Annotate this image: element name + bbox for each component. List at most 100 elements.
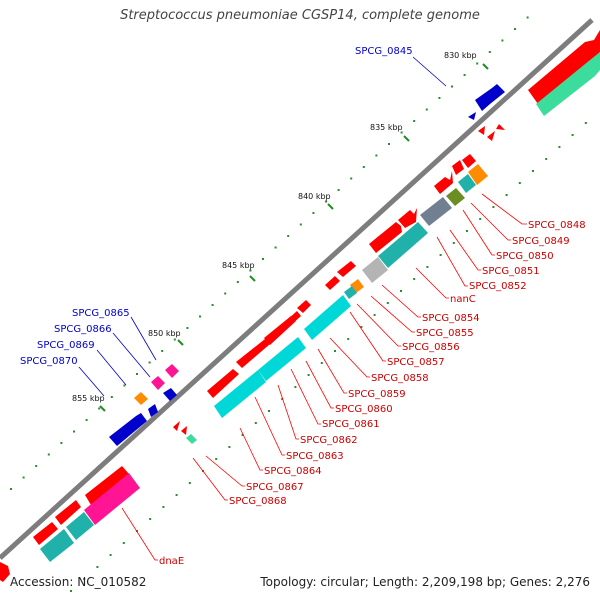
tick-dot <box>571 134 574 136</box>
tick-dot <box>254 422 257 424</box>
gene-small <box>181 426 187 435</box>
tick-dot <box>186 327 189 329</box>
gene-label-SPCG_0848: SPCG_0848 <box>528 220 586 231</box>
tick-dot <box>320 362 323 364</box>
tick-dot <box>388 143 390 145</box>
gene-label-SPCG_0863: SPCG_0863 <box>286 451 344 462</box>
tick-dot <box>518 182 521 184</box>
tick-dot <box>488 51 491 53</box>
kbp-tick-label: 845 kbp <box>222 261 255 270</box>
tick-dot <box>110 396 113 398</box>
blue-gene-labels: SPCG_0845 SPCG_0865 SPCG_0866 SPCG_0869 … <box>20 46 413 367</box>
cds-features <box>40 52 600 562</box>
accession-text: Accession: NC_010582 <box>10 575 147 589</box>
tick-dot <box>173 338 176 341</box>
tick-dot <box>10 488 12 490</box>
tick-dot <box>375 154 378 157</box>
tick-dot <box>584 122 587 124</box>
tick-dot <box>188 482 191 484</box>
tick-dot <box>60 442 63 444</box>
tick-dot <box>360 326 363 328</box>
gene-label-SPCG_0850: SPCG_0850 <box>496 251 554 262</box>
outer-tick-ring <box>10 16 529 490</box>
tick-dot <box>22 476 25 479</box>
tick-dot <box>362 166 365 168</box>
tick-dot <box>262 258 264 260</box>
tick-dot <box>426 266 429 268</box>
gene-label-SPCG_0851: SPCG_0851 <box>482 266 540 277</box>
gene-label-SPCG_0861: SPCG_0861 <box>322 419 380 430</box>
tick-dot <box>413 120 416 122</box>
tick-dot <box>215 458 218 460</box>
gene-SPCG_0870 <box>148 404 158 417</box>
gene-small <box>468 112 476 120</box>
kbp-scale: 830 kbp 835 kbp 840 kbp 845 kbp 850 kbp … <box>72 51 489 412</box>
tick-dot <box>386 302 389 304</box>
tick-dot <box>123 384 126 387</box>
gene-label-SPCG_0857: SPCG_0857 <box>387 357 445 368</box>
tick-dot <box>83 578 86 580</box>
tick-dot <box>400 131 403 134</box>
tick-dot <box>70 590 72 592</box>
gene-label-SPCG_0862: SPCG_0862 <box>300 435 358 446</box>
gene-label-SPCG_0864: SPCG_0864 <box>264 466 322 477</box>
tick-dot <box>149 518 152 520</box>
kbp-tick-label: 855 kbp <box>72 394 105 403</box>
gene-label-SPCG_0865: SPCG_0865 <box>72 308 130 319</box>
tick-dot <box>492 206 495 208</box>
tick-dot <box>175 494 178 496</box>
gene-SPCG_0870 <box>109 413 147 446</box>
tick-dot <box>35 465 38 467</box>
tick-dot <box>501 39 504 42</box>
tick-dot <box>98 407 101 410</box>
tick-dot <box>136 373 138 375</box>
tick-dot <box>299 223 302 226</box>
gene-small <box>487 131 495 141</box>
gene-label-SPCG_0845: SPCG_0845 <box>355 46 413 57</box>
gene-label-SPCG_0856: SPCG_0856 <box>402 342 460 353</box>
tick-dot <box>463 74 466 76</box>
gene-SPCG_0865 <box>165 364 179 378</box>
tick-dot <box>439 254 442 256</box>
tick-dot <box>438 97 441 99</box>
tick-dot <box>526 16 529 19</box>
gene-label-SPCG_0859: SPCG_0859 <box>348 389 406 400</box>
tick-dot <box>47 453 50 456</box>
kbp-tick-label: 840 kbp <box>298 192 331 201</box>
tick-dot <box>224 292 227 295</box>
backbone-line <box>0 18 594 560</box>
tick-dot <box>241 434 244 436</box>
tick-dot <box>294 386 297 388</box>
tick-dot <box>558 146 561 148</box>
gene-label-SPCG_0855: SPCG_0855 <box>416 328 474 339</box>
tick-dot <box>148 361 151 364</box>
tick-dot <box>268 410 270 412</box>
tick-dot <box>325 200 327 203</box>
tick-dot <box>312 212 315 214</box>
tick-dot <box>287 235 290 237</box>
gene-label-SPCG_0854: SPCG_0854 <box>422 313 480 324</box>
tick-dot <box>161 350 164 352</box>
gene-small <box>186 434 197 444</box>
gene-label-SPCG_0867: SPCG_0867 <box>246 482 304 493</box>
red-leader-lines <box>121 193 527 561</box>
tick-dot <box>334 350 336 352</box>
gene-label-nanC: nanC <box>450 294 476 305</box>
tick-dot <box>73 430 75 433</box>
tick-dot <box>249 269 252 272</box>
tick-dot <box>466 230 468 232</box>
tick-dot <box>109 554 112 556</box>
summary-text: Topology: circular; Length: 2,209,198 bp… <box>260 575 590 589</box>
gene-label-SPCG_0858: SPCG_0858 <box>371 373 429 384</box>
kbp-tick-label: 835 kbp <box>370 123 403 132</box>
gene-SPCG_0866 <box>151 376 165 390</box>
gene-SPCG_0866 <box>163 388 177 401</box>
tick-dot <box>505 194 508 196</box>
tick-dot <box>532 170 534 172</box>
tick-dot <box>400 290 402 292</box>
tick-dot <box>373 314 376 316</box>
tick-dot <box>350 177 353 180</box>
gene-label-dnaE: dnaE <box>159 556 184 567</box>
